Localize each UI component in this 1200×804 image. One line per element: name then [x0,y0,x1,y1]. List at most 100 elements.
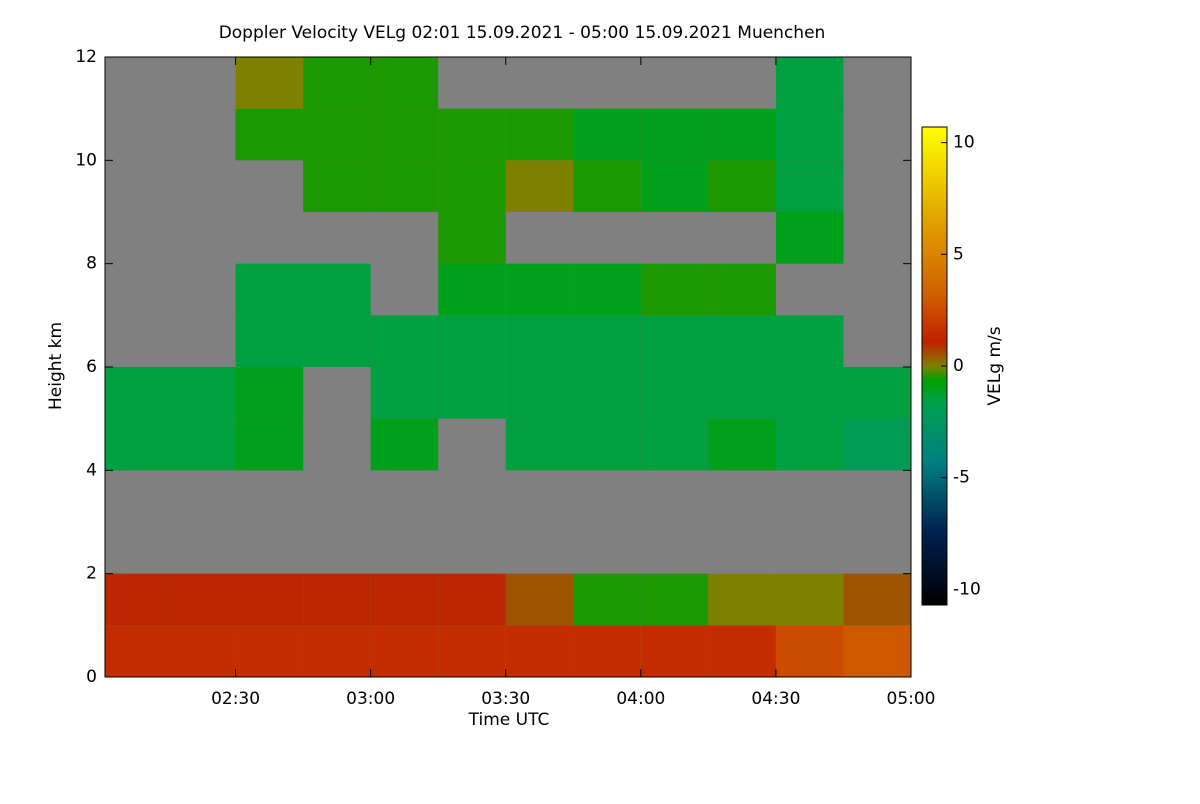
y-tick-label: 4 [86,460,97,480]
heatmap-cell [775,212,844,264]
heatmap-cell [438,263,506,316]
heatmap-cell [235,367,304,419]
heatmap-cell [573,315,641,367]
x-tick-label: 05:00 [887,689,936,709]
heatmap-cell [775,57,844,109]
heatmap-cell [168,367,236,419]
y-tick-label: 2 [86,564,97,584]
heatmap-cell [708,573,776,626]
heatmap-cell [370,573,439,626]
heatmap-cell [438,625,506,677]
heatmap-cell [573,625,641,677]
heatmap-cell [573,108,641,161]
heatmap-cell [303,573,371,626]
heatmap-cell [640,573,709,626]
heatmap-cell [235,57,304,109]
heatmap-cell [303,57,371,109]
heatmap-cell [573,418,641,471]
heatmap-cell [708,418,776,471]
heatmap-cell [640,160,709,212]
y-tick-label: 10 [75,150,97,170]
heatmap-cell [775,315,844,367]
heatmap-cell [235,625,304,677]
x-tick-label: 03:30 [481,689,530,709]
heatmap-cell [105,367,169,419]
heatmap-cell [438,160,506,212]
heatmap-cell [505,418,574,471]
heatmap-cell [370,625,439,677]
colorbar-tick-label: -5 [953,468,970,488]
heatmap-cell [573,263,641,316]
heatmap-cell [235,108,304,161]
heatmap-cell [640,263,709,316]
heatmap-cell [235,573,304,626]
heatmap-cell [370,315,439,367]
heatmap-cell [303,263,371,316]
heatmap-cell [640,367,709,419]
y-tick-label: 8 [86,254,97,274]
heatmap-cell [438,315,506,367]
heatmap-cell [775,625,844,677]
heatmap-cell [640,625,709,677]
x-tick-label: 03:00 [346,689,395,709]
heatmap-cell [843,367,911,419]
heatmap-cell [505,573,574,626]
heatmap-cell [775,418,844,471]
heatmap-cell [168,573,236,626]
heatmap-cell [438,108,506,161]
heatmap-cell [505,367,574,419]
colorbar-tick-label: 5 [953,244,964,264]
heatmap-cell [775,108,844,161]
heatmap-cell [370,367,439,419]
heatmap-cell [370,160,439,212]
heatmap-cell [505,315,574,367]
heatmap-cell [303,108,371,161]
heatmap [105,57,911,677]
colorbar-label: VELg m/s [985,326,1005,405]
heatmap-cell [573,367,641,419]
heatmap-cell [843,625,911,677]
heatmap-cell [573,573,641,626]
heatmap-cell [105,625,169,677]
y-tick-label: 12 [75,47,97,67]
heatmap-cell [708,263,776,316]
heatmap-cell [235,315,304,367]
heatmap-cell [168,625,236,677]
x-tick-label: 04:30 [751,689,800,709]
heatmap-cell [708,315,776,367]
heatmap-cell [775,573,844,626]
heatmap-cell [505,160,574,212]
heatmap-cell [708,108,776,161]
heatmap-cell [370,108,439,161]
heatmap-cell [640,418,709,471]
y-tick-label: 0 [86,667,97,687]
x-tick-label: 02:30 [211,689,260,709]
heatmap-cell [640,315,709,367]
heatmap-cell [573,160,641,212]
heatmap-cell [438,367,506,419]
heatmap-cell [303,315,371,367]
heatmap-cell [438,212,506,264]
heatmap-cell [303,160,371,212]
heatmap-cell [708,160,776,212]
heatmap-cell [775,367,844,419]
heatmap-cell [708,625,776,677]
heatmap-cell [640,108,709,161]
heatmap-cell [168,418,236,471]
heatmap-cell [235,418,304,471]
y-axis-label: Height km [46,322,66,410]
x-axis-label: Time UTC [468,710,550,730]
heatmap-cell [105,573,169,626]
colorbar-tick-label: -10 [953,579,981,599]
heatmap-cell [370,418,439,471]
heatmap-cell [775,160,844,212]
heatmap-cell [708,367,776,419]
colorbar-tick-label: 0 [953,356,964,376]
y-tick-label: 6 [86,357,97,377]
heatmap-cell [235,263,304,316]
heatmap-cell [370,57,439,109]
heatmap-cell [438,573,506,626]
heatmap-cell [105,418,169,471]
heatmap-cell [505,263,574,316]
